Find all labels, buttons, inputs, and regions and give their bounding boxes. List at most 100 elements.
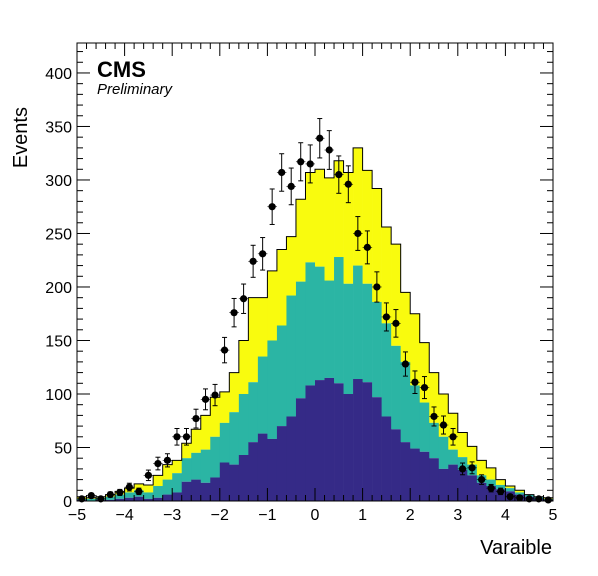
bar-bottom bbox=[324, 377, 335, 501]
bar-bottom bbox=[124, 497, 135, 501]
bar-bottom bbox=[400, 442, 411, 501]
bar-top bbox=[353, 147, 363, 266]
bar-middle bbox=[257, 356, 268, 434]
bar-top bbox=[438, 393, 449, 437]
bar-top bbox=[286, 236, 297, 296]
bar-top bbox=[143, 484, 154, 493]
bar-top bbox=[315, 169, 325, 267]
data-point bbox=[400, 351, 411, 377]
bar-middle bbox=[105, 496, 116, 500]
bar-top bbox=[343, 172, 354, 284]
y-tick-label: 150 bbox=[45, 333, 72, 350]
x-tick-label: −2 bbox=[211, 507, 229, 524]
bar-top bbox=[153, 475, 163, 487]
stacked-bars bbox=[76, 147, 554, 501]
bar-bottom bbox=[286, 416, 297, 501]
bar-middle bbox=[315, 266, 325, 381]
bar-top bbox=[305, 172, 316, 263]
data-point bbox=[514, 494, 525, 502]
bar-middle bbox=[419, 402, 430, 452]
bar-top bbox=[172, 460, 183, 474]
bar-middle bbox=[410, 385, 421, 449]
bar-middle bbox=[429, 422, 440, 459]
bar-bottom bbox=[372, 397, 382, 501]
bar-bottom bbox=[410, 448, 421, 501]
bar-bottom bbox=[257, 433, 268, 501]
data-point bbox=[334, 155, 344, 194]
data-point bbox=[86, 492, 97, 500]
bar-middle bbox=[238, 393, 249, 455]
bar-bottom bbox=[429, 458, 440, 501]
y-tick-label: 200 bbox=[45, 280, 72, 297]
x-tick-label: 1 bbox=[358, 507, 367, 524]
x-axis-title: Varaible bbox=[480, 537, 552, 559]
bar-bottom bbox=[334, 383, 344, 501]
data-point bbox=[115, 488, 125, 497]
bar-bottom bbox=[315, 380, 325, 501]
bar-bottom bbox=[248, 442, 259, 501]
bar-bottom bbox=[457, 469, 468, 501]
bar-bottom bbox=[438, 468, 449, 501]
bar-top bbox=[210, 397, 221, 437]
y-tick-label: 250 bbox=[45, 226, 72, 243]
bar-bottom bbox=[191, 479, 202, 501]
bar-top bbox=[238, 340, 249, 394]
data-point bbox=[143, 469, 154, 482]
bar-bottom bbox=[105, 499, 116, 501]
data-point bbox=[276, 153, 287, 192]
data-point bbox=[353, 216, 363, 251]
y-tick-label: 300 bbox=[45, 173, 72, 190]
x-tick-label: 5 bbox=[549, 507, 558, 524]
data-point bbox=[486, 483, 496, 493]
bar-middle bbox=[448, 449, 459, 465]
bar-bottom bbox=[229, 464, 240, 501]
bar-middle bbox=[286, 295, 297, 417]
data-point bbox=[305, 144, 315, 184]
bar-middle bbox=[124, 492, 135, 498]
bar-bottom bbox=[295, 398, 306, 501]
data-point bbox=[286, 167, 296, 206]
bar-middle bbox=[305, 262, 316, 386]
bar-top bbox=[334, 160, 344, 258]
bar-top bbox=[257, 297, 268, 357]
bar-middle bbox=[486, 479, 497, 487]
data-point bbox=[153, 456, 163, 471]
bar-bottom bbox=[362, 382, 373, 501]
bar-top bbox=[134, 483, 144, 491]
data-point bbox=[448, 428, 458, 446]
x-tick-label: −4 bbox=[115, 507, 133, 524]
data-point bbox=[134, 487, 144, 496]
data-points bbox=[77, 118, 553, 504]
bar-bottom bbox=[181, 481, 192, 501]
data-point bbox=[410, 370, 420, 394]
bar-top bbox=[219, 391, 230, 423]
bar-bottom bbox=[448, 464, 459, 501]
data-point bbox=[438, 415, 449, 435]
bar-top bbox=[162, 464, 173, 480]
data-point bbox=[324, 130, 335, 170]
bar-middle bbox=[324, 280, 335, 378]
y-tick-label: 400 bbox=[45, 66, 72, 83]
bar-bottom bbox=[495, 489, 506, 501]
data-point bbox=[315, 118, 325, 159]
bar-middle bbox=[143, 492, 154, 499]
data-point bbox=[172, 428, 182, 446]
y-tick-labels: 0 50 100 150 200 250 300 350 400 bbox=[45, 66, 72, 511]
bar-middle bbox=[353, 265, 363, 380]
bar-bottom bbox=[162, 494, 173, 501]
data-point bbox=[267, 188, 277, 225]
bar-middle bbox=[86, 498, 97, 501]
bar-top bbox=[381, 227, 392, 324]
y-axis-title: Events bbox=[10, 107, 32, 168]
data-point bbox=[181, 428, 192, 446]
data-point bbox=[200, 388, 211, 411]
bar-middle bbox=[248, 382, 259, 443]
bar-middle bbox=[153, 486, 163, 498]
x-tick-labels: −5 −4 −3 −2 −1 0 1 2 3 4 5 bbox=[68, 507, 558, 524]
bar-bottom bbox=[153, 497, 163, 501]
bar-top bbox=[295, 199, 306, 282]
data-point bbox=[419, 376, 430, 400]
bar-middle bbox=[200, 449, 211, 483]
bar-middle bbox=[115, 494, 125, 499]
data-point bbox=[124, 482, 135, 492]
